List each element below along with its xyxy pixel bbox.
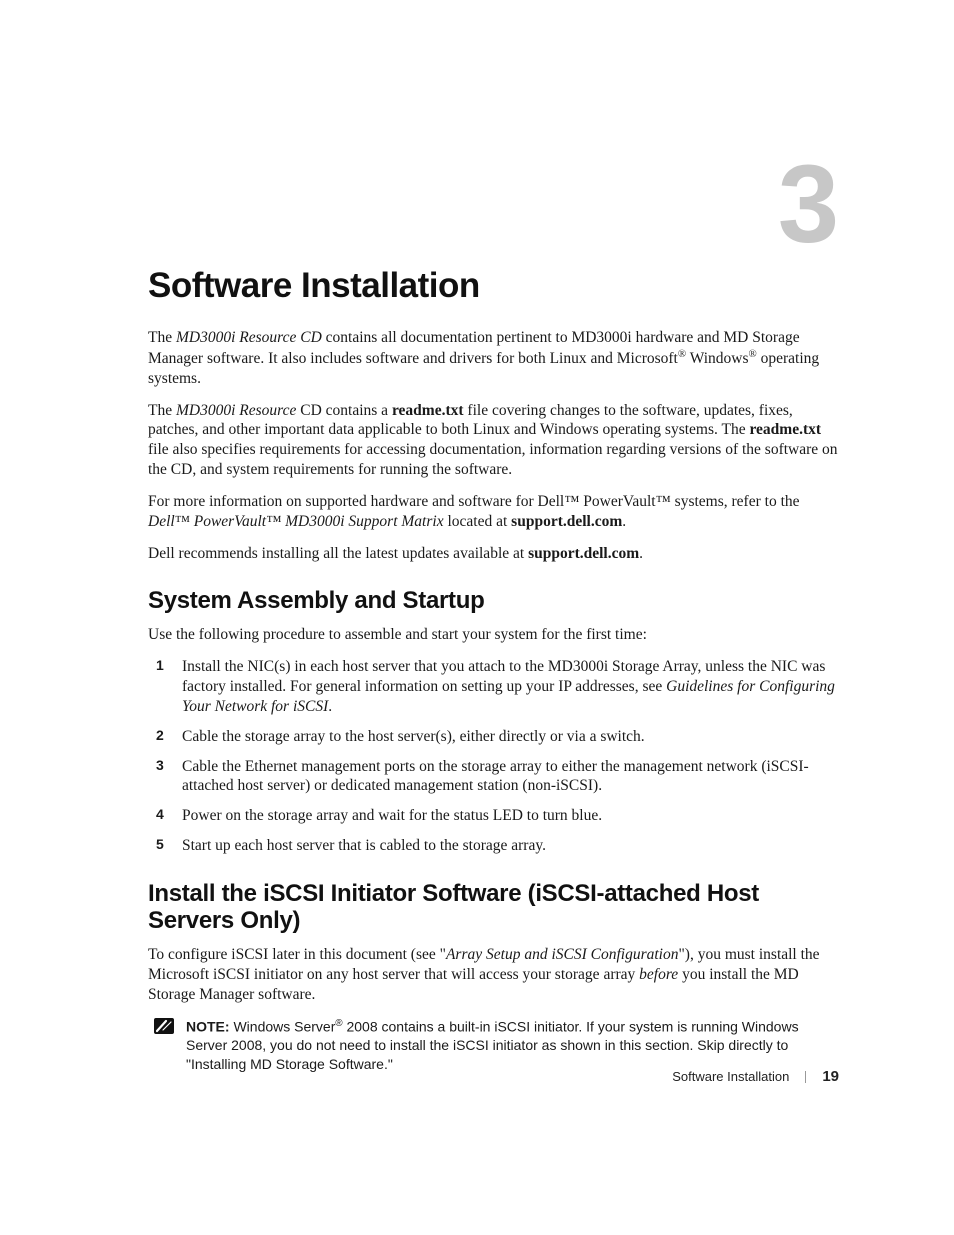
content-column: Software Installation The MD3000i Resour…	[148, 266, 843, 1074]
step-item: Cable the storage array to the host serv…	[178, 727, 843, 747]
intro-paragraph-2: The MD3000i Resource CD contains a readm…	[148, 401, 843, 480]
page-title: Software Installation	[148, 266, 843, 306]
intro-paragraph-3: For more information on supported hardwa…	[148, 492, 843, 532]
text-italic: before	[639, 966, 678, 983]
step-item: Install the NIC(s) in each host server t…	[178, 657, 843, 716]
footer-separator	[805, 1071, 806, 1083]
text: The	[148, 402, 176, 419]
step-item: Start up each host server that is cabled…	[178, 836, 843, 856]
text: file also specifies requirements for acc…	[148, 441, 838, 478]
registered-mark: ®	[678, 348, 686, 360]
text: To configure iSCSI later in this documen…	[148, 946, 446, 963]
text: .	[328, 698, 332, 715]
note-label: NOTE:	[186, 1018, 233, 1034]
text-italic: MD3000i Resource CD	[176, 329, 322, 346]
footer-section-name: Software Installation	[672, 1069, 789, 1084]
text-italic: MD3000i Resource	[176, 402, 296, 419]
step-item: Power on the storage array and wait for …	[178, 806, 843, 826]
note-block: NOTE: Windows Server® 2008 contains a bu…	[148, 1017, 843, 1074]
section2-paragraph: To configure iSCSI later in this documen…	[148, 945, 843, 1004]
intro-paragraph-4: Dell recommends installing all the lates…	[148, 544, 843, 564]
text: Windows Server	[233, 1018, 335, 1034]
text-bold: readme.txt	[749, 421, 821, 438]
section-lead: Use the following procedure to assemble …	[148, 625, 843, 645]
intro-paragraph-1: The MD3000i Resource CD contains all doc…	[148, 328, 843, 389]
page: 3 Software Installation The MD3000i Reso…	[0, 0, 954, 1235]
registered-mark: ®	[749, 348, 757, 360]
text: For more information on supported hardwa…	[148, 493, 800, 510]
text-italic: Dell™ PowerVault™ MD3000i Support Matrix	[148, 513, 444, 530]
footer-page-number: 19	[822, 1068, 839, 1085]
text: CD contains a	[296, 402, 392, 419]
support-link: support.dell.com	[511, 513, 622, 530]
text-italic: Array Setup and iSCSI Configuration	[446, 946, 679, 963]
note-icon	[154, 1017, 176, 1074]
text-bold: readme.txt	[392, 402, 464, 419]
page-footer: Software Installation 19	[672, 1068, 839, 1085]
text: Dell recommends installing all the lates…	[148, 545, 528, 562]
text: .	[622, 513, 626, 530]
text: The	[148, 329, 176, 346]
registered-mark: ®	[335, 1018, 342, 1029]
text: Windows	[686, 350, 748, 367]
note-text: NOTE: Windows Server® 2008 contains a bu…	[186, 1017, 843, 1074]
text: .	[639, 545, 643, 562]
section-heading-assembly: System Assembly and Startup	[148, 587, 843, 615]
chapter-number: 3	[778, 150, 839, 260]
step-item: Cable the Ethernet management ports on t…	[178, 757, 843, 797]
steps-list: Install the NIC(s) in each host server t…	[148, 657, 843, 856]
support-link: support.dell.com	[528, 545, 639, 562]
text: located at	[444, 513, 512, 530]
section-heading-iscsi: Install the iSCSI Initiator Software (iS…	[148, 880, 843, 935]
